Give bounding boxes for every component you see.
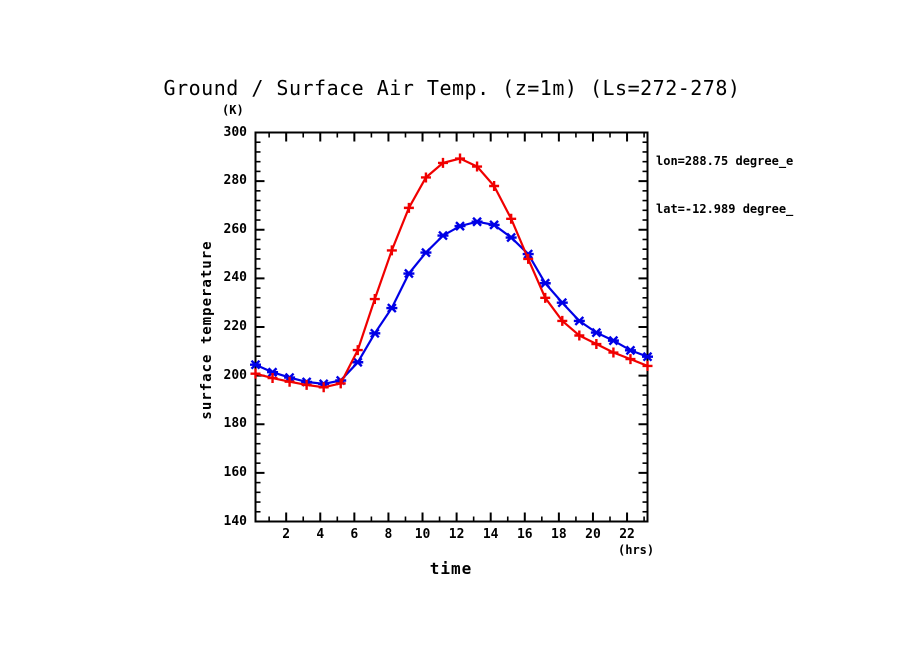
lat-annotation: lat=-12.989 degree_ — [656, 202, 794, 216]
red-series-line — [255, 157, 648, 389]
x-tick-label: 18 — [551, 527, 567, 542]
coordinate-annotations: lon=288.75 degree_e lat=-12.989 degree_ — [656, 121, 793, 249]
x-axis-label: time — [429, 559, 473, 578]
x-tick-label: 10 — [414, 527, 431, 542]
chart-title: Ground / Surface Air Temp. (z=1m) (Ls=27… — [163, 76, 741, 100]
x-tick-label: 2 — [282, 527, 291, 542]
y-tick-label: 200 — [223, 367, 247, 383]
x-tick-label: 22 — [619, 527, 635, 542]
y-axis-unit: (K) — [222, 103, 244, 117]
y-tick-label: 140 — [223, 513, 247, 529]
x-tick-label: 4 — [316, 527, 325, 542]
lon-annotation: lon=288.75 degree_e — [656, 154, 794, 168]
x-tick-label: 12 — [448, 527, 465, 542]
y-axis-label: surface temperature — [199, 240, 215, 420]
blue-series-line — [255, 220, 648, 386]
red-series-markers — [250, 153, 653, 393]
x-tick-label: 6 — [350, 527, 359, 542]
y-tick-label: 300 — [223, 124, 247, 140]
y-tick-label: 280 — [223, 173, 247, 189]
blue-series-markers — [250, 216, 653, 389]
y-tick-label: 180 — [223, 416, 247, 432]
x-tick-label: 16 — [516, 527, 533, 542]
x-tick-label: 14 — [482, 527, 499, 542]
y-tick-label: 240 — [223, 270, 247, 286]
y-tick-label: 220 — [223, 319, 247, 334]
y-tick-label: 260 — [223, 221, 247, 237]
x-tick-label: 20 — [585, 527, 601, 542]
y-tick-label: 160 — [223, 464, 247, 480]
x-axis-unit: (hrs) — [618, 543, 655, 557]
x-tick-label: 8 — [384, 527, 393, 542]
